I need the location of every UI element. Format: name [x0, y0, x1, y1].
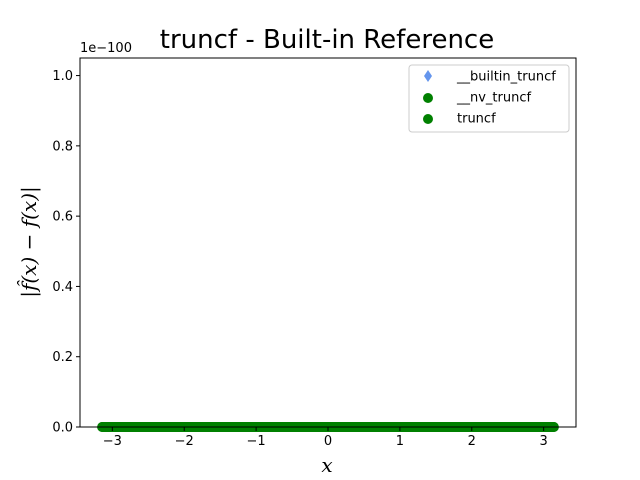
- x-tick-label: −1: [247, 434, 266, 449]
- legend-marker-diamond: [424, 70, 432, 82]
- legend-marker-circle: [423, 114, 433, 124]
- legend-marker-circle: [423, 93, 433, 103]
- y-tick-label: 0.2: [52, 350, 73, 365]
- y-tick-label: 0.0: [52, 421, 73, 436]
- x-axis-label: x: [321, 453, 332, 477]
- legend-label: __nv_truncf: [456, 91, 532, 106]
- y-tick-label: 0.8: [52, 139, 73, 154]
- y-offset-label: 1e−100: [80, 41, 132, 56]
- x-axis: −3 −2 −1 0 1 2 3: [103, 427, 548, 449]
- x-tick-label: −2: [175, 434, 194, 449]
- x-tick-label: 0: [324, 434, 332, 449]
- x-tick-label: 2: [468, 434, 476, 449]
- x-tick-label: 3: [540, 434, 548, 449]
- y-tick-label: 1.0: [52, 69, 73, 84]
- y-tick-label: 0.4: [52, 280, 73, 295]
- legend-box: [408, 64, 570, 133]
- y-axis: 0.0 0.2 0.4 0.6 0.8 1.0: [52, 69, 80, 436]
- y-tick-label: 0.6: [52, 210, 73, 225]
- chart-title: truncf - Built-in Reference: [160, 25, 494, 55]
- y-axis-label: |f̂(x) − f(x)|: [17, 186, 42, 298]
- legend-label: __builtin_truncf: [456, 70, 556, 85]
- legend-label: truncf: [457, 112, 496, 127]
- x-tick-label: 1: [396, 434, 404, 449]
- x-tick-label: −3: [103, 434, 122, 449]
